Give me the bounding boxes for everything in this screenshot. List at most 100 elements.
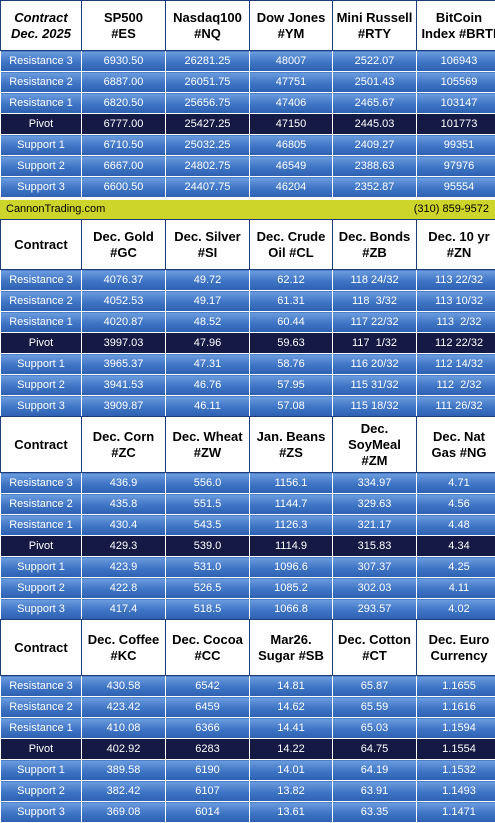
level-value: 3941.53 xyxy=(81,374,166,396)
level-row: Resistance 3 4076.37 49.72 62.12 118 24/32 11… xyxy=(0,269,495,291)
level-value: 13.82 xyxy=(249,780,333,802)
level-value: 4.25 xyxy=(416,556,495,578)
level-value: 24407.75 xyxy=(165,176,250,198)
level-value: 6600.50 xyxy=(81,176,166,198)
level-value: 6542 xyxy=(165,675,250,697)
level-value: 423.42 xyxy=(81,696,166,718)
level-value: 6777.00 xyxy=(81,113,166,135)
level-label: Pivot xyxy=(0,113,82,135)
header-line: Contract xyxy=(14,236,68,252)
header-row: Contract Dec. Corn #ZC Dec. Wheat #ZW Jan. Be… xyxy=(0,416,495,473)
level-value: 293.57 xyxy=(332,598,417,620)
level-value: 389.58 xyxy=(81,759,166,781)
header-line: Index #BRTI xyxy=(421,25,495,41)
level-value: 112 2/32 xyxy=(416,374,495,396)
level-value: 59.63 xyxy=(249,332,333,354)
level-value: 6820.50 xyxy=(81,92,166,114)
level-value: 4.56 xyxy=(416,493,495,515)
level-value: 2388.63 xyxy=(332,155,417,177)
level-row: Support 1 3965.37 47.31 58.76 116 20/32 112 1… xyxy=(0,353,495,375)
header-line: #ZC xyxy=(111,444,136,460)
header-line: Dow Jones xyxy=(256,9,326,25)
level-value: 6710.50 xyxy=(81,134,166,156)
level-label: Resistance 1 xyxy=(0,311,82,333)
level-value: 113 2/32 xyxy=(416,311,495,333)
level-value: 6459 xyxy=(165,696,250,718)
level-value: 13.61 xyxy=(249,801,333,823)
level-value: 14.62 xyxy=(249,696,333,718)
level-label: Resistance 1 xyxy=(0,92,82,114)
level-value: 46.11 xyxy=(165,395,250,417)
level-value: 14.01 xyxy=(249,759,333,781)
level-value: 24802.75 xyxy=(165,155,250,177)
level-value: 2445.03 xyxy=(332,113,417,135)
level-value: 531.0 xyxy=(165,556,250,578)
level-row: Support 2 382.42 6107 13.82 63.91 1.1493 xyxy=(0,780,495,802)
header-line: Dec. Corn xyxy=(92,428,155,444)
level-value: 97976 xyxy=(416,155,495,177)
level-value: 1144.7 xyxy=(249,493,333,515)
level-value: 117 22/32 xyxy=(332,311,417,333)
level-value: 4.71 xyxy=(416,472,495,494)
header-line: Mar26. xyxy=(270,631,312,647)
instrument-header: Dec. Corn #ZC xyxy=(81,416,166,473)
level-label: Support 3 xyxy=(0,598,82,620)
level-value: 1126.3 xyxy=(249,514,333,536)
level-value: 6930.50 xyxy=(81,50,166,72)
header-line: Dec. xyxy=(360,420,389,436)
level-value: 4020.87 xyxy=(81,311,166,333)
level-value: 25032.25 xyxy=(165,134,250,156)
level-value: 1114.9 xyxy=(249,535,333,557)
level-value: 95554 xyxy=(416,176,495,198)
contract-header: Contract xyxy=(0,219,82,270)
level-value: 47406 xyxy=(249,92,333,114)
level-label: Support 1 xyxy=(0,556,82,578)
contact-banner: CannonTrading.com (310) 859-9572 xyxy=(0,200,495,219)
level-value: 526.5 xyxy=(165,577,250,599)
level-value: 118 24/32 xyxy=(332,269,417,291)
level-value: 65.03 xyxy=(332,717,417,739)
header-row: Contract Dec. Coffee #KC Dec. Cocoa #CC Mar26… xyxy=(0,619,495,676)
level-value: 14.81 xyxy=(249,675,333,697)
level-value: 106943 xyxy=(416,50,495,72)
level-label: Resistance 1 xyxy=(0,717,82,739)
header-row: Contract Dec. 2025 SP500 #ES Nasdaq100 #NQ Dow… xyxy=(0,0,495,51)
level-value: 25656.75 xyxy=(165,92,250,114)
header-line: #CC xyxy=(194,647,221,663)
level-value: 2465.67 xyxy=(332,92,417,114)
level-label: Support 3 xyxy=(0,801,82,823)
equity-index-table: Contract Dec. 2025 SP500 #ES Nasdaq100 #NQ Dow… xyxy=(0,0,495,198)
level-row: Support 2 422.8 526.5 1085.2 302.03 4.11 xyxy=(0,577,495,599)
level-value: 57.95 xyxy=(249,374,333,396)
header-line: #ZM xyxy=(361,452,388,468)
level-value: 435.8 xyxy=(81,493,166,515)
level-value: 2522.07 xyxy=(332,50,417,72)
level-value: 47.96 xyxy=(165,332,250,354)
level-value: 47150 xyxy=(249,113,333,135)
level-value: 113 22/32 xyxy=(416,269,495,291)
level-value: 6283 xyxy=(165,738,250,760)
level-label: Pivot xyxy=(0,332,82,354)
header-line: Oil #CL xyxy=(268,244,314,260)
level-label: Pivot xyxy=(0,738,82,760)
level-value: 4.48 xyxy=(416,514,495,536)
header-line: #KC xyxy=(110,647,137,663)
header-line: Dec. Wheat xyxy=(172,428,243,444)
level-value: 3909.87 xyxy=(81,395,166,417)
level-value: 382.42 xyxy=(81,780,166,802)
level-value: 551.5 xyxy=(165,493,250,515)
header-line: Nasdaq100 xyxy=(173,9,242,25)
level-value: 2501.43 xyxy=(332,71,417,93)
level-value: 49.17 xyxy=(165,290,250,312)
level-value: 1.1554 xyxy=(416,738,495,760)
banner-site[interactable]: CannonTrading.com xyxy=(6,203,106,215)
level-value: 436.9 xyxy=(81,472,166,494)
level-row: Resistance 3 436.9 556.0 1156.1 334.97 4.71 xyxy=(0,472,495,494)
level-value: 410.08 xyxy=(81,717,166,739)
level-value: 307.37 xyxy=(332,556,417,578)
level-value: 64.19 xyxy=(332,759,417,781)
pivot-row: Pivot 6777.00 25427.25 47150 2445.03 101773 xyxy=(0,113,495,135)
level-value: 112 14/32 xyxy=(416,353,495,375)
level-value: 1096.6 xyxy=(249,556,333,578)
level-value: 113 10/32 xyxy=(416,290,495,312)
